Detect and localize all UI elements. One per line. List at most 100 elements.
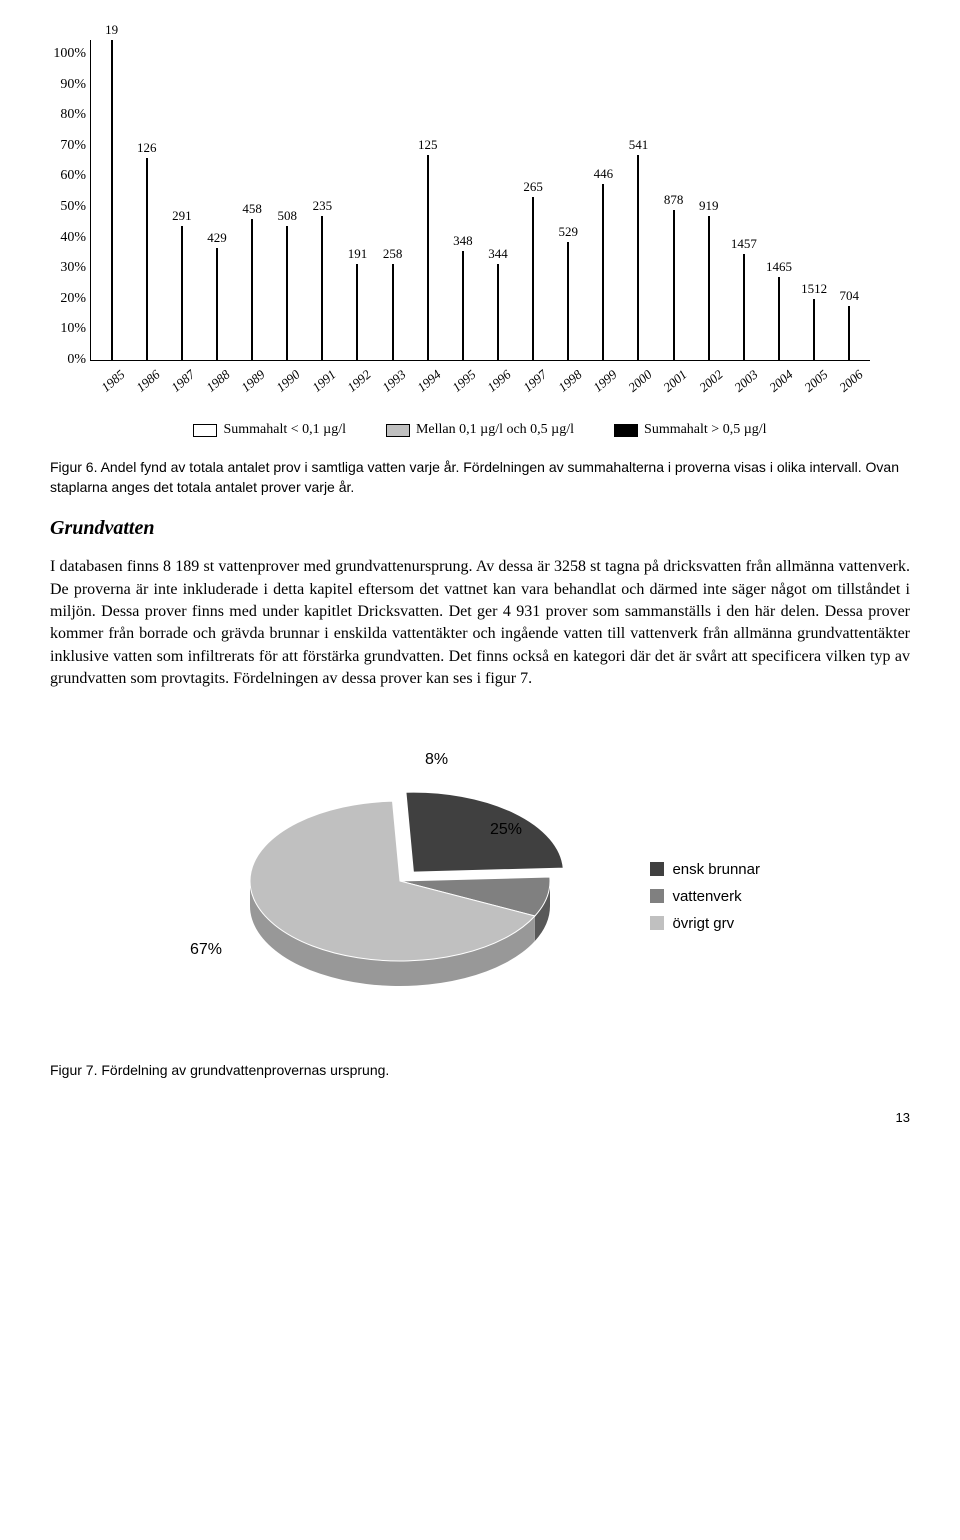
pie-chart-figure7: ensk brunnar vattenverk övrigt grv 25% 8% 67… xyxy=(50,751,910,1031)
bar-column: 919 xyxy=(695,216,723,360)
chart-legend: Summahalt < 0,1 µg/lMellan 0,1 µg/l och … xyxy=(90,422,870,438)
bar-total-label: 126 xyxy=(137,140,157,156)
pie-legend-label: vattenverk xyxy=(672,888,741,905)
bar-stack xyxy=(251,219,253,360)
bar-total-label: 1465 xyxy=(766,259,792,275)
bar-total-label: 125 xyxy=(418,137,438,153)
x-tick-label: 2004 xyxy=(765,366,797,396)
y-tick-label: 0% xyxy=(41,353,86,367)
bar-column: 258 xyxy=(379,264,407,360)
y-tick-label: 80% xyxy=(41,108,86,122)
bar-total-label: 19 xyxy=(105,22,118,38)
x-tick-label: 1992 xyxy=(343,366,375,396)
y-tick-label: 20% xyxy=(41,292,86,306)
x-tick-label: 1994 xyxy=(413,366,445,396)
pie-slice-label: 67% xyxy=(190,941,222,959)
x-tick-label: 1988 xyxy=(202,366,234,396)
bar-total-label: 919 xyxy=(699,198,719,214)
pie-slice-label: 25% xyxy=(490,821,522,839)
bar-column: 19 xyxy=(98,40,126,360)
bar-stack xyxy=(462,251,464,360)
figure6-caption: Figur 6. Andel fynd av totala antalet pr… xyxy=(50,458,910,497)
bar-column: 1457 xyxy=(730,254,758,360)
bar-stack xyxy=(532,197,534,360)
bar-stack xyxy=(286,226,288,360)
bar-stack xyxy=(567,242,569,360)
bar-stack xyxy=(497,264,499,360)
x-tick-label: 2005 xyxy=(800,366,832,396)
bar-column: 344 xyxy=(484,264,512,360)
bar-chart-figure6: 0%10%20%30%40%50%60%70%80%90%100% 191262… xyxy=(90,40,870,438)
bar-total-label: 704 xyxy=(839,288,859,304)
y-tick-label: 50% xyxy=(41,200,86,214)
x-tick-label: 1986 xyxy=(132,366,164,396)
bar-total-label: 446 xyxy=(594,166,614,182)
bar-stack xyxy=(146,158,148,360)
x-tick-label: 1990 xyxy=(273,366,305,396)
bar-stack xyxy=(673,210,675,360)
pie-plot: ensk brunnar vattenverk övrigt grv 25% 8% 67… xyxy=(180,751,780,1031)
bar-column: 446 xyxy=(589,184,617,360)
x-tick-label: 1996 xyxy=(484,366,516,396)
legend-label: Mellan 0,1 µg/l och 0,5 µg/l xyxy=(416,422,574,438)
x-tick-label: 1993 xyxy=(378,366,410,396)
bar-stack xyxy=(637,155,639,360)
bar-total-label: 529 xyxy=(558,224,578,240)
x-tick-label: 1995 xyxy=(449,366,481,396)
legend-label: Summahalt > 0,5 µg/l xyxy=(644,422,767,438)
bar-column: 191 xyxy=(343,264,371,360)
body-paragraph: I databasen finns 8 189 st vattenprover … xyxy=(50,556,910,690)
x-axis: 1985198619871988198919901991199219931994… xyxy=(90,361,870,382)
bar-total-label: 1512 xyxy=(801,281,827,297)
bar-stack xyxy=(111,40,113,360)
pie-legend-item: övrigt grv xyxy=(650,915,760,932)
pie-svg xyxy=(230,751,610,1031)
bar-total-label: 508 xyxy=(277,208,297,224)
x-tick-label: 2003 xyxy=(730,366,762,396)
x-tick-label: 1985 xyxy=(97,366,129,396)
bar-column: 529 xyxy=(554,242,582,360)
bar-column: 235 xyxy=(308,216,336,360)
bar-total-label: 235 xyxy=(313,198,333,214)
pie-legend: ensk brunnar vattenverk övrigt grv xyxy=(650,861,760,942)
bar-column: 429 xyxy=(203,248,231,360)
x-tick-label: 2000 xyxy=(625,366,657,396)
x-tick-label: 1989 xyxy=(238,366,270,396)
pie-legend-item: ensk brunnar xyxy=(650,861,760,878)
pie-legend-swatch xyxy=(650,916,664,930)
x-tick-label: 1998 xyxy=(554,366,586,396)
bar-stack xyxy=(181,226,183,360)
bar-stack xyxy=(427,155,429,360)
pie-legend-label: ensk brunnar xyxy=(672,861,760,878)
pie-legend-label: övrigt grv xyxy=(672,915,734,932)
bar-stack xyxy=(778,277,780,360)
bar-chart-plot: 0%10%20%30%40%50%60%70%80%90%100% 191262… xyxy=(90,40,870,361)
page-number: 13 xyxy=(50,1110,910,1125)
legend-item: Summahalt > 0,5 µg/l xyxy=(614,422,767,438)
bar-total-label: 1457 xyxy=(731,236,757,252)
y-tick-label: 90% xyxy=(41,78,86,92)
x-tick-label: 2006 xyxy=(836,366,868,396)
pie-legend-swatch xyxy=(650,862,664,876)
y-tick-label: 10% xyxy=(41,322,86,336)
bar-column: 1465 xyxy=(765,277,793,360)
section-heading-grundvatten: Grundvatten xyxy=(50,517,910,540)
bar-total-label: 258 xyxy=(383,246,403,262)
x-tick-label: 1997 xyxy=(519,366,551,396)
bar-column: 1512 xyxy=(800,299,828,360)
bar-column: 704 xyxy=(835,306,863,360)
bar-stack xyxy=(321,216,323,360)
bar-column: 458 xyxy=(238,219,266,360)
x-tick-label: 2002 xyxy=(695,366,727,396)
bar-stack xyxy=(356,264,358,360)
bar-stack xyxy=(743,254,745,360)
y-tick-label: 30% xyxy=(41,261,86,275)
x-tick-label: 2001 xyxy=(660,366,692,396)
y-tick-label: 60% xyxy=(41,169,86,183)
bar-stack xyxy=(602,184,604,360)
pie-legend-swatch xyxy=(650,889,664,903)
bar-total-label: 878 xyxy=(664,192,684,208)
pie-slice-label: 8% xyxy=(425,751,448,769)
bar-stack xyxy=(708,216,710,360)
y-tick-label: 70% xyxy=(41,139,86,153)
